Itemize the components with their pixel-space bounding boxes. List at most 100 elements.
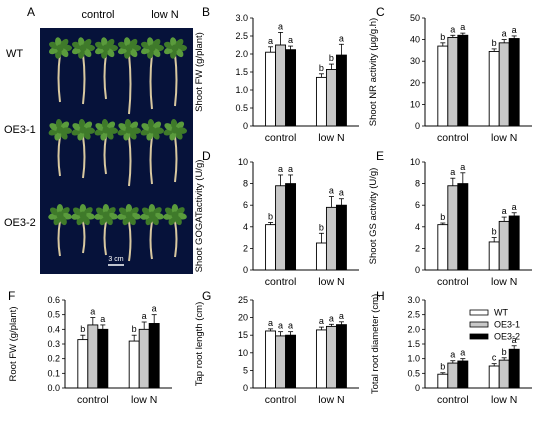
y-tick-label: 0 <box>243 383 248 393</box>
bar <box>275 335 287 389</box>
photo-col-label-control: control <box>81 9 114 21</box>
plant <box>71 37 95 105</box>
legend-swatch <box>469 333 489 340</box>
significance-letter: a <box>288 35 293 45</box>
y-tick-label: 10 <box>410 99 420 109</box>
plant <box>71 119 95 179</box>
plant <box>163 119 187 183</box>
y-tick-label: 15 <box>238 330 248 340</box>
plant-center <box>102 126 110 134</box>
plant-root <box>149 135 153 185</box>
x-tick-label: control <box>265 276 297 288</box>
plant-photo <box>40 28 193 274</box>
plant-root <box>128 135 132 187</box>
y-tick-label: 0.4 <box>47 324 60 334</box>
significance-letter: a <box>278 164 283 174</box>
y-axis-label: Shoot FW (g/plant) <box>194 32 205 112</box>
bar <box>498 359 510 389</box>
y-tick-label: 0.5 <box>47 310 60 320</box>
y-tick-label: 2.0 <box>407 324 420 334</box>
panel-letter: H <box>376 289 385 303</box>
plant <box>163 204 187 258</box>
significance-letter: b <box>319 63 324 73</box>
panel-letter: G <box>202 289 211 303</box>
y-tick-label: 0.6 <box>47 295 60 305</box>
plant <box>140 204 164 260</box>
bar <box>325 69 337 127</box>
bar <box>275 185 287 271</box>
plant-center <box>171 211 179 219</box>
y-tick-label: 1.5 <box>235 67 248 77</box>
bar <box>87 324 99 389</box>
plant-center <box>79 211 87 219</box>
bar <box>488 51 500 127</box>
plant-leaf <box>147 119 155 129</box>
bar <box>138 328 150 389</box>
bar <box>508 38 520 127</box>
legend: WT OE3-1 OE3-2 <box>469 308 520 342</box>
bar <box>325 325 337 389</box>
plant <box>94 204 118 256</box>
legend-swatch <box>469 309 489 316</box>
bar <box>275 44 287 127</box>
plant <box>117 119 141 187</box>
y-tick-label: 0.2 <box>47 354 60 364</box>
bar <box>508 215 520 271</box>
y-tick-label: 1.0 <box>235 85 248 95</box>
y-tick-label: 0.5 <box>407 368 420 378</box>
significance-letter: b <box>440 362 445 372</box>
plant <box>140 37 164 110</box>
plant <box>117 204 141 262</box>
bar <box>498 42 510 127</box>
y-tick-label: 0 <box>415 265 420 275</box>
y-tick-label: 2.5 <box>407 310 420 320</box>
bar <box>315 242 327 271</box>
bar <box>335 204 347 271</box>
y-tick-label: 0.1 <box>47 368 60 378</box>
significance-letter: b <box>492 227 497 237</box>
legend-label: OE3-1 <box>494 320 520 330</box>
y-tick-label: 0 <box>243 265 248 275</box>
significance-letter: a <box>329 313 334 323</box>
bar <box>148 323 160 389</box>
plant-leaf <box>177 127 187 134</box>
x-tick-label: low N <box>491 394 517 406</box>
plant-leaf <box>154 127 164 134</box>
plant-center <box>148 44 156 52</box>
significance-letter: a <box>90 307 95 317</box>
bar <box>315 329 327 389</box>
y-tick-label: 2 <box>243 243 248 253</box>
significance-letter: a <box>339 188 344 198</box>
bar <box>457 360 469 389</box>
plant-root <box>57 135 61 177</box>
bar <box>335 54 347 127</box>
significance-letter: b <box>319 222 324 232</box>
bar <box>285 183 297 271</box>
plant-center <box>171 126 179 134</box>
plant-root <box>57 53 61 103</box>
y-tick-label: 8 <box>415 179 420 189</box>
plant-leaf <box>95 207 105 216</box>
significance-letter: a <box>329 186 334 196</box>
plant-center <box>125 211 133 219</box>
plant-leaf <box>131 127 141 134</box>
plant-center <box>148 126 156 134</box>
y-tick-label: 50 <box>410 13 420 23</box>
plant-root <box>128 220 132 262</box>
y-tick-label: 3.0 <box>407 295 420 305</box>
y-tick-label: 3.0 <box>235 13 248 23</box>
plant-root <box>103 220 107 256</box>
plant <box>94 119 118 175</box>
panel-letter: D <box>202 149 211 163</box>
plant-leaf <box>85 127 95 134</box>
y-tick-label: 10 <box>238 157 248 167</box>
x-tick-label: control <box>77 394 109 406</box>
plant-leaf <box>124 119 132 129</box>
y-tick-label: 4 <box>243 222 248 232</box>
significance-letter: a <box>512 335 517 345</box>
y-tick-label: 5 <box>243 365 248 375</box>
bar <box>285 49 297 127</box>
plant-leaf <box>101 119 109 129</box>
bar <box>325 206 337 271</box>
